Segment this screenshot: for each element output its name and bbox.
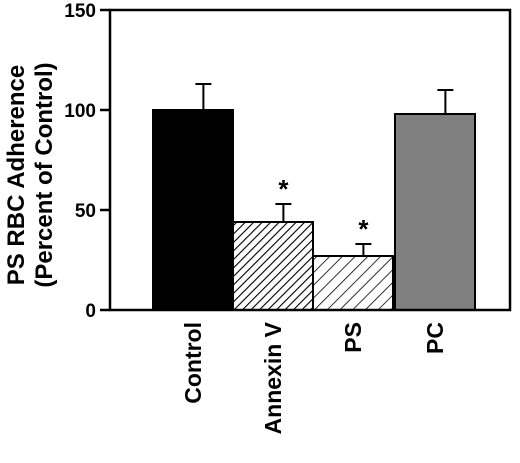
y-tick-label: 50	[75, 201, 96, 222]
bar-pc	[394, 113, 476, 311]
plot-frame	[108, 8, 512, 312]
y-tick-label: 0	[85, 301, 96, 322]
y-axis-label-line1: PS RBC Adherence	[3, 65, 30, 286]
x-category-label: PC	[422, 322, 448, 354]
x-category-label: Annexin V	[260, 321, 286, 434]
significance-marker: *	[278, 174, 289, 204]
significance-marker: *	[358, 214, 369, 244]
bar-ps	[312, 255, 394, 311]
y-tick-label: 150	[64, 1, 96, 22]
y-axis-label-line2: (Percent of Control)	[31, 62, 58, 287]
y-tick-label: 100	[64, 101, 96, 122]
bar-annexin-v	[232, 221, 314, 311]
bar-control	[152, 109, 234, 311]
x-category-label: PS	[340, 322, 366, 353]
x-category-label: Control	[180, 322, 206, 404]
